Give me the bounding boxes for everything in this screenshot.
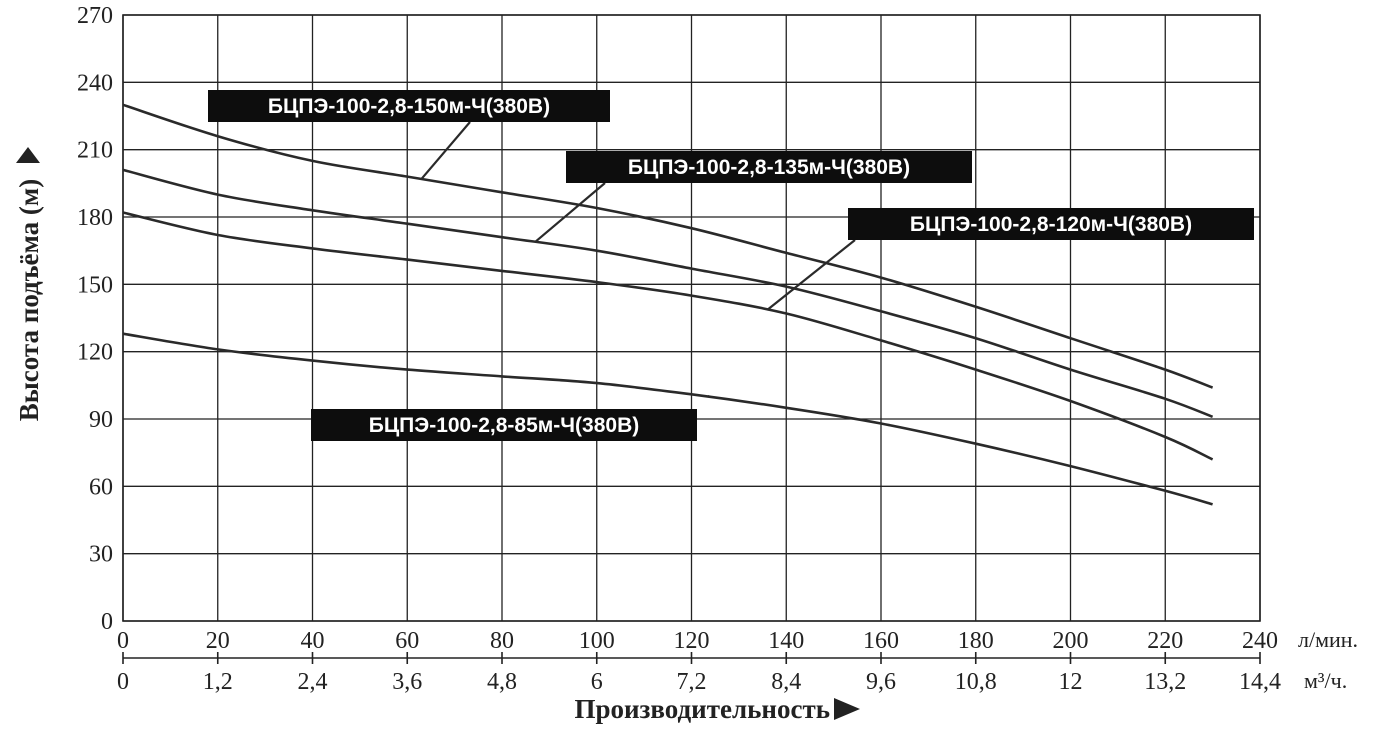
series-label: БЦПЭ-100-2,8-120м-Ч(380В) [910, 213, 1192, 236]
series-leader-line [766, 239, 856, 311]
x2-unit-label: м³/ч. [1304, 668, 1347, 693]
x2-tick-label: 10,8 [955, 669, 997, 695]
series-leader-line [420, 121, 471, 180]
series-curve [122, 211, 1214, 461]
x-tick-label: 200 [1053, 628, 1089, 654]
x2-tick-label: 13,2 [1144, 669, 1186, 695]
y-axis-title: Высота подъёма (м) [14, 179, 44, 422]
x-tick-label: 220 [1147, 628, 1183, 654]
series-label-box [311, 409, 697, 441]
series-labels: БЦПЭ-100-2,8-150м-Ч(380В) БЦПЭ-100-2,8-13… [208, 90, 1254, 441]
series-leader-line [707, 394, 711, 399]
x-tick-label: 160 [863, 628, 899, 654]
series-label: БЦПЭ-100-2,8-85м-Ч(380В) [369, 414, 640, 437]
x-tick-label: 140 [768, 628, 804, 654]
x-axis-title: Производительность [574, 694, 830, 724]
y-tick-label: 240 [77, 70, 113, 96]
x2-tick-label: 8,4 [771, 669, 801, 695]
x2-tick-label: 6 [591, 669, 603, 695]
x-tick-label: 20 [206, 628, 230, 654]
y-tick-label: 120 [77, 340, 113, 366]
y-tick-label: 270 [77, 3, 113, 29]
series-label-box [566, 151, 972, 183]
series-label-box [848, 208, 1254, 240]
y-tick-label: 0 [101, 609, 113, 635]
y-tick-label: 90 [89, 407, 113, 433]
y-tick-label: 150 [77, 272, 113, 298]
series-curve [122, 168, 1214, 419]
x2-tick-label: 0 [117, 669, 129, 695]
y-tick-label: 30 [89, 542, 113, 568]
x2-tick-label: 1,2 [203, 669, 233, 695]
x-axis-arrow-icon [834, 698, 860, 720]
x-tick-label: 100 [579, 628, 615, 654]
y-tick-label: 180 [77, 205, 113, 231]
y-axis-arrow-icon [16, 147, 40, 163]
x-tick-label: 80 [490, 628, 514, 654]
y-tick-label: 210 [77, 138, 113, 164]
x-unit-label: л/мин. [1298, 627, 1358, 652]
x2-tick-label: 4,8 [487, 669, 517, 695]
series-curve [122, 332, 1213, 506]
series-label-box [208, 90, 610, 122]
plot-frame [122, 14, 1261, 622]
x2-tick-label: 3,6 [392, 669, 422, 695]
x2-tick-label: 2,4 [298, 669, 328, 695]
x2-tick-label: 14,4 [1239, 669, 1281, 695]
series-label: БЦПЭ-100-2,8-150м-Ч(380В) [268, 95, 550, 118]
series-leader-line [534, 182, 606, 243]
x-tick-label: 60 [395, 628, 419, 654]
series-curve [122, 103, 1214, 389]
x-tick-label: 240 [1242, 628, 1278, 654]
x2-tick-label: 7,2 [677, 669, 707, 695]
x2-tick-label: 12 [1059, 669, 1083, 695]
x-tick-label: 120 [674, 628, 710, 654]
x2-tick-label: 9,6 [866, 669, 896, 695]
x-tick-label: 40 [301, 628, 325, 654]
x-tick-label: 0 [117, 628, 129, 654]
y-tick-label: 60 [89, 474, 113, 500]
curves [122, 103, 1214, 506]
x-tick-label: 180 [958, 628, 994, 654]
series-label: БЦПЭ-100-2,8-135м-Ч(380В) [628, 156, 910, 179]
